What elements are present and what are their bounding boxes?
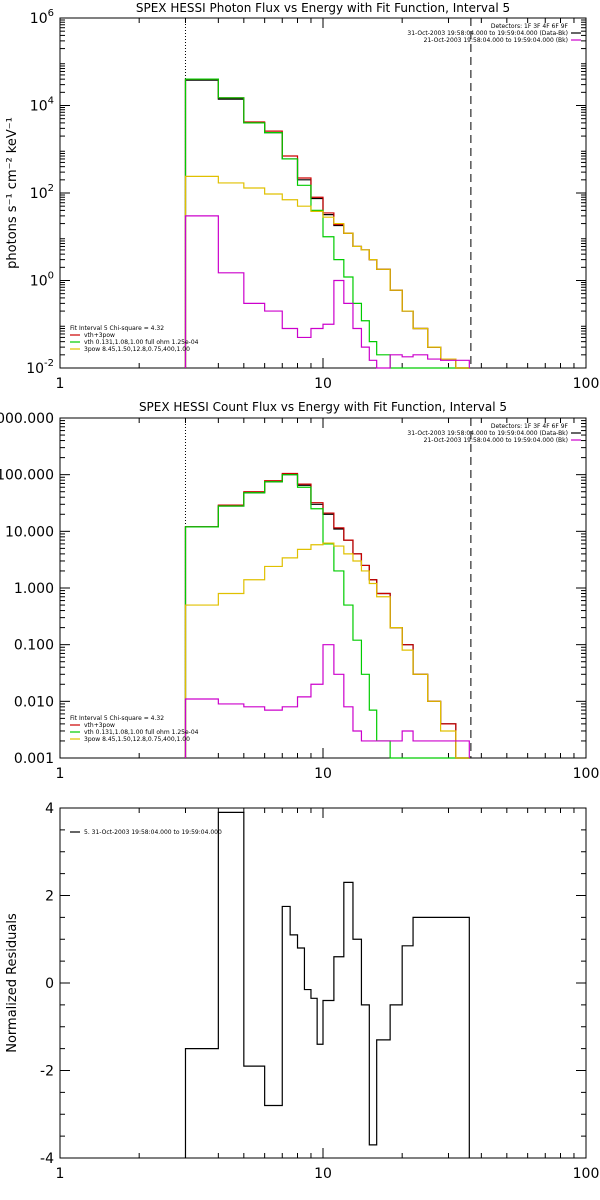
legend-entry: 21-Oct-2003 19:58:04.000 to 19:59:04.000… [424, 37, 568, 44]
y-tick-label: 10-2 [26, 358, 54, 377]
y-tick-exponent: 2 [48, 183, 54, 194]
y-tick-label: 102 [30, 183, 54, 202]
plot-frame [59, 17, 587, 369]
legend-entry: vth+3pow [84, 722, 115, 729]
legend-entry: 5. 31-Oct-2003 19:58:04.000 to 19:59:04.… [84, 829, 222, 836]
plot-area: 1 10 100 0.001 0.010 0.100 1.000 10.000 100.000 1… [0, 411, 599, 782]
x-tick-label: 100 [573, 766, 600, 782]
y-tick-label: 100.000 [0, 468, 54, 484]
y-tick-label: -2 [40, 1064, 54, 1080]
x-tick-label: 1 [56, 376, 65, 392]
series-line [184, 474, 470, 759]
series-line [184, 472, 470, 759]
plot-area: 1 10 100 -4 -2 0 2 4 5. 31-Oct-2003 19:58:04.000… [40, 801, 599, 1182]
x-tick-label: 100 [573, 376, 600, 392]
residuals-panel: Normalized Residuals 1 10 100 -4 -2 0 2 4 5. 31-… [5, 801, 599, 1182]
y-tick-label: -4 [40, 1151, 54, 1167]
chart-title: SPEX HESSI Photon Flux vs Energy with Fi… [136, 1, 510, 15]
photon-flux-panel: SPEX HESSI Photon Flux vs Energy with Fi… [5, 1, 599, 392]
series-line [184, 474, 470, 759]
legend-entry: 3pow 8.45,1.50,12.8,0.75,400,1.00 [84, 736, 190, 743]
y-axis-label: photons s⁻¹ cm⁻² keV⁻¹ [5, 117, 20, 269]
legend-entry: Detectors: 1F 3F 4F 6F 9F [491, 23, 569, 30]
series-line [184, 811, 470, 1158]
y-tick-label: 10.000 [5, 524, 54, 540]
series-line [184, 175, 470, 369]
legend-entry: 21-Oct-2003 19:58:04.000 to 19:59:04.000… [424, 437, 568, 444]
legend-entry: 31-Oct-2003 19:58:04.000 to 19:59:04.000… [407, 30, 568, 37]
legend-entry: 31-Oct-2003 19:58:04.000 to 19:59:04.000… [407, 430, 568, 437]
y-tick-label: 100 [30, 271, 54, 290]
y-tick-label: 0.010 [14, 694, 54, 710]
legend-entry: Fit Interval 5 Chi-square = 4.32 [70, 715, 164, 722]
y-tick-label: 4 [45, 801, 54, 817]
y-tick-label: 106 [30, 8, 54, 27]
plot-area: 1 10 100 10-2 100 102 104 106 Detectors: 1F 3F 4… [26, 8, 599, 392]
y-tick-label: 1.000 [14, 581, 54, 597]
legend-entry: 3pow 8.45,1.50,12.8,0.75,400,1.00 [84, 346, 190, 353]
y-tick-exponent: -2 [44, 358, 54, 369]
y-tick-label: 104 [30, 96, 54, 115]
y-tick-exponent: 0 [48, 271, 54, 282]
y-tick-exponent: 4 [48, 96, 54, 107]
legend-entry: Fit Interval 5 Chi-square = 4.32 [70, 325, 164, 332]
series-line [184, 644, 470, 758]
series-line [184, 215, 470, 369]
legend-entry: vth 0.131,1.08,1.00 full ohm 1.25e-04 [84, 729, 199, 736]
x-tick-label: 100 [573, 1166, 600, 1182]
y-tick-exponent: 6 [48, 8, 54, 19]
y-tick-label: 2 [45, 889, 54, 905]
y-axis-label: Normalized Residuals [5, 913, 20, 1053]
legend-entry: Detectors: 1F 3F 4F 6F 9F [491, 423, 569, 430]
x-tick-label: 10 [314, 1166, 332, 1182]
x-tick-label: 10 [314, 766, 332, 782]
plot-frame [59, 807, 587, 1159]
series-line [184, 78, 470, 369]
plot-frame [59, 417, 587, 759]
y-tick-label: 0.001 [14, 751, 54, 767]
count-flux-panel: SPEX HESSI Count Flux vs Energy with Fit… [0, 400, 599, 782]
series-line [184, 542, 470, 759]
legend-entry: vth 0.131,1.08,1.00 full ohm 1.25e-04 [84, 339, 199, 346]
chart-title: SPEX HESSI Count Flux vs Energy with Fit… [139, 400, 507, 414]
x-tick-label: 10 [314, 376, 332, 392]
legend-entry: vth+3pow [84, 332, 115, 339]
x-tick-label: 1 [56, 1166, 65, 1182]
y-tick-label: 0.100 [14, 638, 54, 654]
y-tick-label: 0 [45, 976, 54, 992]
x-tick-label: 1 [56, 766, 65, 782]
